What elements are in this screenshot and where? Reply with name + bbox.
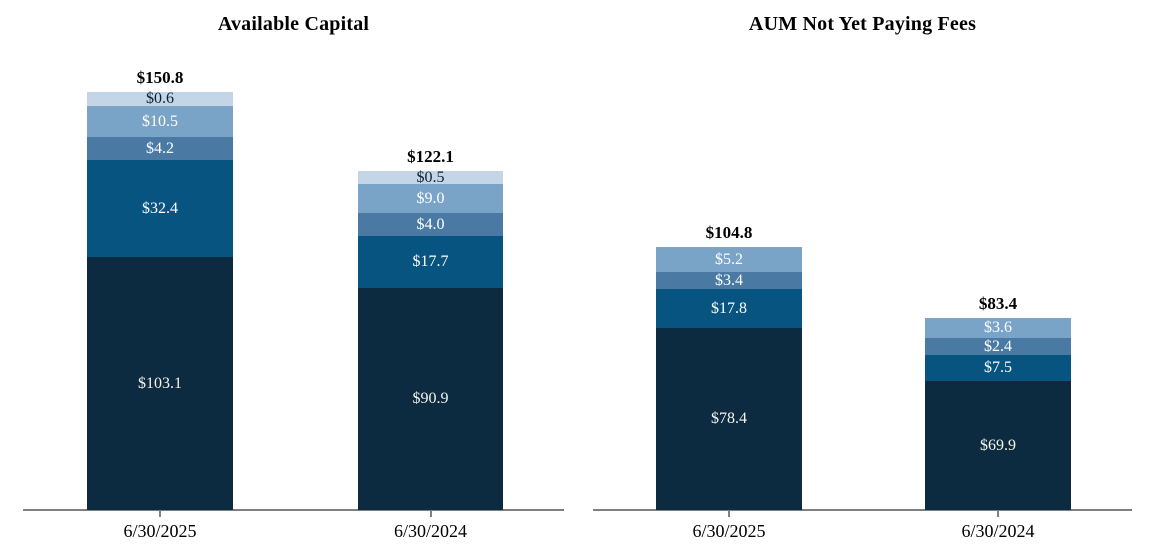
bar-segment: $17.8 [656,289,802,328]
bar-segment: $0.5 [358,169,503,185]
x-axis-tick [728,511,730,517]
bar-segment: $5.2 [656,247,802,272]
chart-title-aum-not-yet-paying-fees: AUM Not Yet Paying Fees [748,13,977,35]
bar-segment: $9.0 [358,184,503,213]
bar-total-label: $104.8 [705,223,753,242]
bar-segment: $69.9 [925,381,1071,510]
x-axis-label: 6/30/2025 [692,521,766,541]
x-axis-label: 6/30/2025 [123,521,197,541]
bar-segment: $3.4 [656,272,802,289]
bar-segment: $7.5 [925,355,1071,381]
stacked-bar: $5.2 $3.4 $17.8 $78.4 [656,247,802,510]
stacked-bar: $3.6 $2.4 $7.5 $69.9 [925,318,1071,510]
bar-segment: $10.5 [87,106,233,137]
stacked-bar: $0.6 $10.5 $4.2 $32.4 $103.1 [87,91,233,510]
x-axis-line [593,509,1132,511]
x-axis-tick [997,511,999,517]
bar-total-label: $122.1 [407,147,454,166]
x-axis-line [23,509,564,511]
bar-segment: $103.1 [87,257,233,510]
bar-segment: $4.2 [87,137,233,160]
chart-title-available-capital: Available Capital [217,13,370,35]
bar-total-label: $83.4 [978,294,1018,313]
bar-segment: $3.6 [925,318,1071,338]
bar-segment: $4.0 [358,213,503,236]
stacked-bar: $0.5 $9.0 $4.0 $17.7 $90.9 [358,169,503,510]
bar-segment: $2.4 [925,338,1071,355]
bar-segment: $78.4 [656,328,802,510]
bar-total-label: $150.8 [136,68,184,87]
x-axis-label: 6/30/2024 [393,521,467,541]
bar-segment: $0.6 [87,91,233,107]
x-axis-tick [429,511,432,517]
bar-segment: $32.4 [87,160,233,257]
x-axis-tick [159,511,161,517]
bar-segment: $17.7 [358,236,503,288]
bar-segment: $90.9 [358,288,503,510]
x-axis-label: 6/30/2024 [961,521,1035,541]
